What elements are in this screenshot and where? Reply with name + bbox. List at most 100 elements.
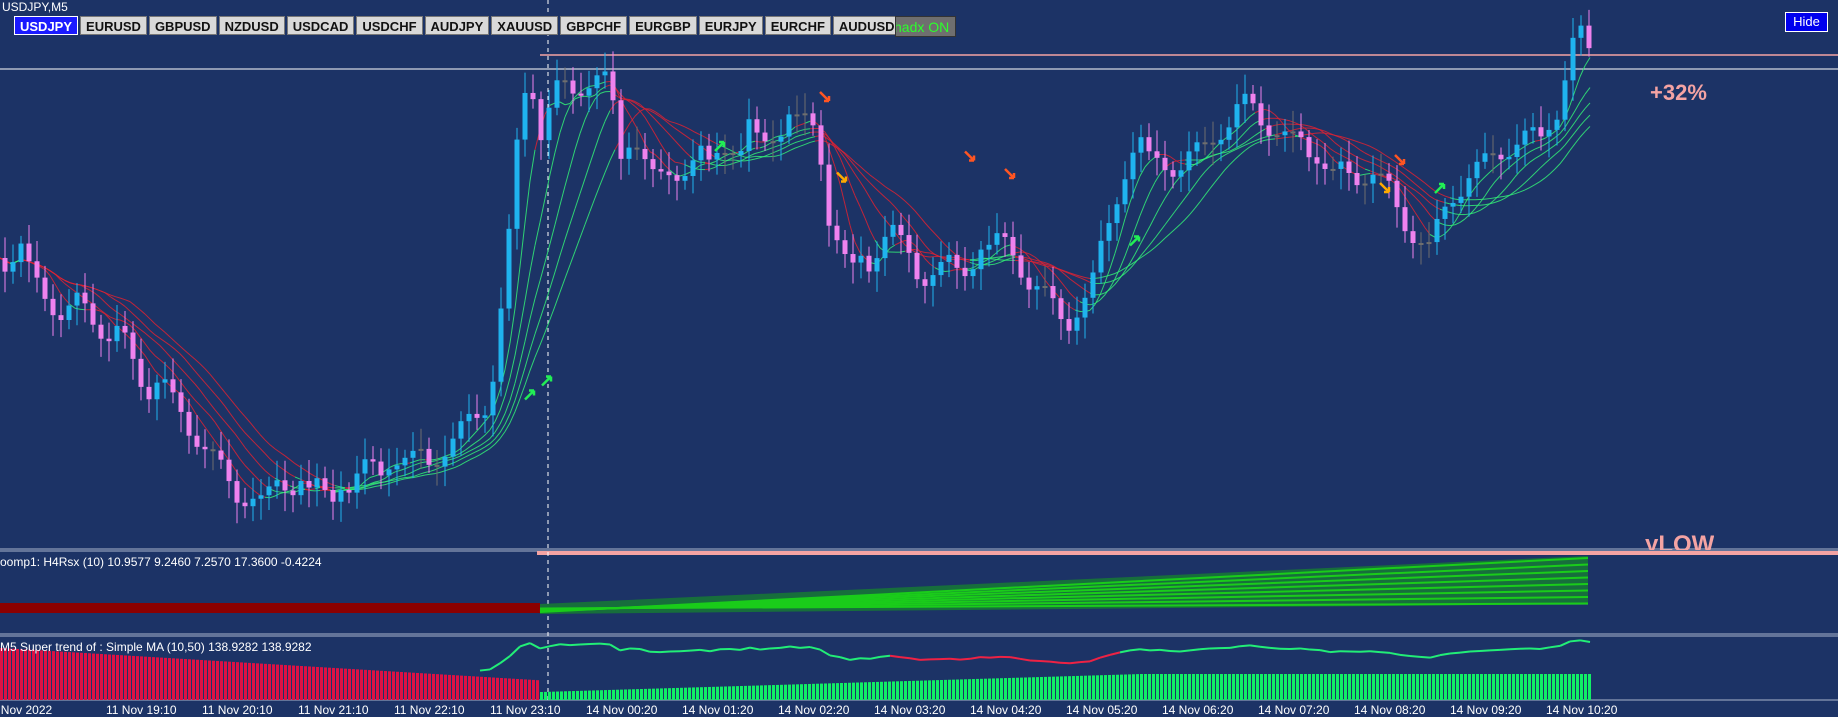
symbol-eurchf-button[interactable]: EURCHF (765, 16, 831, 35)
ma-ribbon-segment (1330, 148, 1335, 152)
signal-arrow (1435, 184, 1444, 193)
supertrend-bar-bear (224, 661, 227, 700)
candle-body (1147, 137, 1152, 151)
symbol-eurjpy-button[interactable]: EURJPY (699, 16, 763, 35)
ma-ribbon-segment (1430, 203, 1435, 207)
supertrend-bar-bear (420, 673, 423, 700)
candle-body (1563, 80, 1568, 119)
supertrend-bar-bull (1008, 678, 1011, 700)
symbol-gbpchf-button[interactable]: GBPCHF (560, 16, 627, 35)
supertrend-bar-bull (1260, 674, 1263, 700)
supertrend-bar-bear (288, 665, 291, 700)
supertrend-line (1430, 655, 1440, 658)
symbol-usdchf-button[interactable]: USDCHF (356, 16, 422, 35)
hide-button[interactable]: Hide (1785, 12, 1828, 32)
ma-ribbon-segment (1225, 164, 1230, 169)
ma-ribbon-segment (720, 160, 725, 161)
supertrend-bar-bear (124, 655, 127, 700)
supertrend-bar-bull (1000, 678, 1003, 700)
supertrend-bar-bear (412, 673, 415, 700)
supertrend-bar-bull (1448, 674, 1451, 700)
candle-body (627, 148, 632, 159)
supertrend-bar-bull (840, 683, 843, 700)
supertrend-line (620, 648, 630, 650)
ma-ribbon-segment (900, 197, 905, 201)
symbol-eurgbp-button[interactable]: EURGBP (629, 16, 697, 35)
symbol-usdcad-button[interactable]: USDCAD (287, 16, 355, 35)
supertrend-line (1570, 640, 1580, 641)
candle-body (883, 237, 888, 258)
candle-body (1475, 162, 1480, 178)
ma-ribbon-segment (1475, 210, 1480, 212)
symbol-xauusd-button[interactable]: XAUUSD (491, 16, 558, 35)
symbol-audjpy-button[interactable]: AUDJPY (425, 16, 490, 35)
candle-body (1299, 131, 1304, 137)
candle-body (595, 75, 600, 88)
ma-ribbon-segment (950, 263, 955, 266)
supertrend-bar-bear (396, 672, 399, 700)
ma-ribbon-segment (470, 448, 475, 450)
supertrend-bar-bull (628, 689, 631, 700)
supertrend-bar-bull (1404, 674, 1407, 700)
ma-ribbon-segment (475, 455, 480, 458)
ma-ribbon-segment (1450, 225, 1455, 226)
supertrend-bar-bull (1536, 674, 1539, 700)
symbol-nzdusd-button[interactable]: NZDUSD (219, 16, 285, 35)
symbol-gbpusd-button[interactable]: GBPUSD (149, 16, 217, 35)
supertrend-bar-bull (1564, 674, 1567, 700)
candle-body (1451, 203, 1456, 207)
ma-ribbon-segment (1410, 172, 1415, 176)
ma-ribbon-segment (70, 288, 75, 292)
ma-ribbon-segment (1135, 258, 1140, 262)
supertrend-bar-bull (1268, 674, 1271, 700)
candle-body (1499, 155, 1504, 160)
ma-ribbon-segment (575, 238, 580, 251)
symbol-usdjpy-button[interactable]: USDJPY (14, 16, 78, 35)
x-tick-label: 14 Nov 04:20 (970, 703, 1041, 717)
ma-ribbon-segment (255, 476, 260, 481)
ma-ribbon-segment (800, 123, 805, 125)
candle-body (59, 315, 64, 320)
supertrend-bar-bull (992, 678, 995, 700)
supertrend-bar-bear (92, 654, 95, 700)
supertrend-bar-bull (1568, 674, 1571, 700)
symbol-eurusd-button[interactable]: EURUSD (80, 16, 147, 35)
ma-ribbon-segment (530, 150, 535, 181)
ma-ribbon-segment (480, 442, 485, 445)
ma-ribbon-segment (1580, 109, 1585, 115)
ma-ribbon-segment (455, 449, 460, 453)
ma-ribbon-segment (1535, 182, 1540, 185)
ma-ribbon-segment (1565, 119, 1570, 127)
ma-ribbon-segment (1280, 120, 1285, 126)
supertrend-bar-bull (1284, 674, 1287, 700)
ma-ribbon-segment (220, 416, 225, 422)
candle-body (323, 478, 328, 490)
candle-body (579, 94, 584, 96)
supertrend-bar-bull (1364, 674, 1367, 700)
candle-body (1411, 231, 1416, 243)
supertrend-bar-bull (1320, 674, 1323, 700)
ma-ribbon-segment (205, 427, 210, 434)
ma-ribbon-segment (1550, 138, 1555, 142)
candle-body (1587, 26, 1592, 49)
adx-toggle-button[interactable]: hadx ON (895, 16, 956, 37)
ma-ribbon-segment (635, 111, 640, 116)
supertrend-line (1090, 658, 1100, 662)
ma-ribbon-segment (265, 440, 270, 445)
candle-body (507, 229, 512, 309)
candle-body (1515, 145, 1520, 157)
supertrend-bar-bull (1540, 674, 1543, 700)
ma-ribbon-segment (1145, 161, 1150, 167)
symbol-audusd-button[interactable]: AUDUSD (833, 16, 901, 35)
supertrend-bar-bear (0, 648, 3, 700)
ma-ribbon-segment (240, 427, 245, 433)
supertrend-line (1440, 653, 1450, 655)
ma-ribbon-segment (1330, 138, 1335, 143)
ma-ribbon-segment (540, 304, 545, 319)
supertrend-bar-bear (76, 653, 79, 700)
supertrend-bar-bear (260, 664, 263, 700)
ma-ribbon-segment (880, 182, 885, 186)
supertrend-bar-bull (1480, 674, 1483, 700)
